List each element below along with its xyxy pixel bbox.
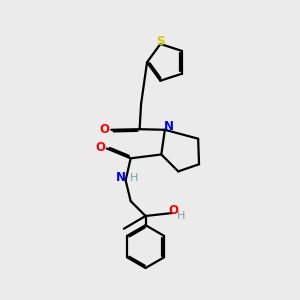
Text: S: S [156,35,165,48]
Text: N: N [116,171,126,184]
Text: O: O [100,123,110,136]
Text: H: H [176,211,185,221]
Text: O: O [95,141,105,154]
Text: H: H [130,173,138,183]
Text: O: O [169,203,179,217]
Text: N: N [164,120,174,133]
